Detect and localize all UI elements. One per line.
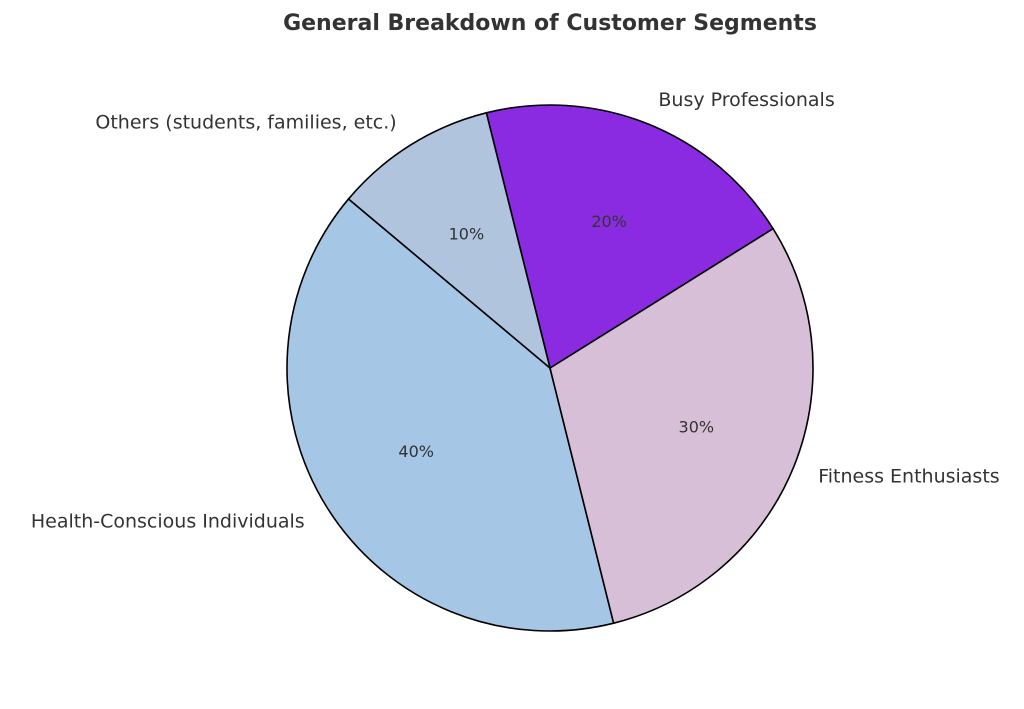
category-label-fitness-enthusiasts: Fitness Enthusiasts [818, 465, 1000, 487]
percent-label-others-students-families-etc: 10% [449, 225, 485, 244]
percent-label-busy-professionals: 20% [591, 212, 627, 231]
category-label-others-students-families-etc: Others (students, families, etc.) [95, 112, 396, 134]
pie-slice-others-students-families-etc [347, 111, 552, 371]
pie-labels: 40% Health-Conscious Individuals 30% Fitnes… [31, 89, 1000, 532]
category-label-health-conscious-individuals: Health-Conscious Individuals [31, 510, 305, 532]
pie-slice-busy-professionals [485, 104, 775, 370]
pie-slices [286, 104, 814, 632]
pie-slice-health-conscious-individuals [286, 197, 615, 632]
category-label-busy-professionals: Busy Professionals [658, 89, 834, 111]
percent-label-fitness-enthusiasts: 30% [679, 418, 715, 437]
percent-label-health-conscious-individuals: 40% [398, 442, 434, 461]
chart-title: General Breakdown of Customer Segments [283, 11, 817, 36]
